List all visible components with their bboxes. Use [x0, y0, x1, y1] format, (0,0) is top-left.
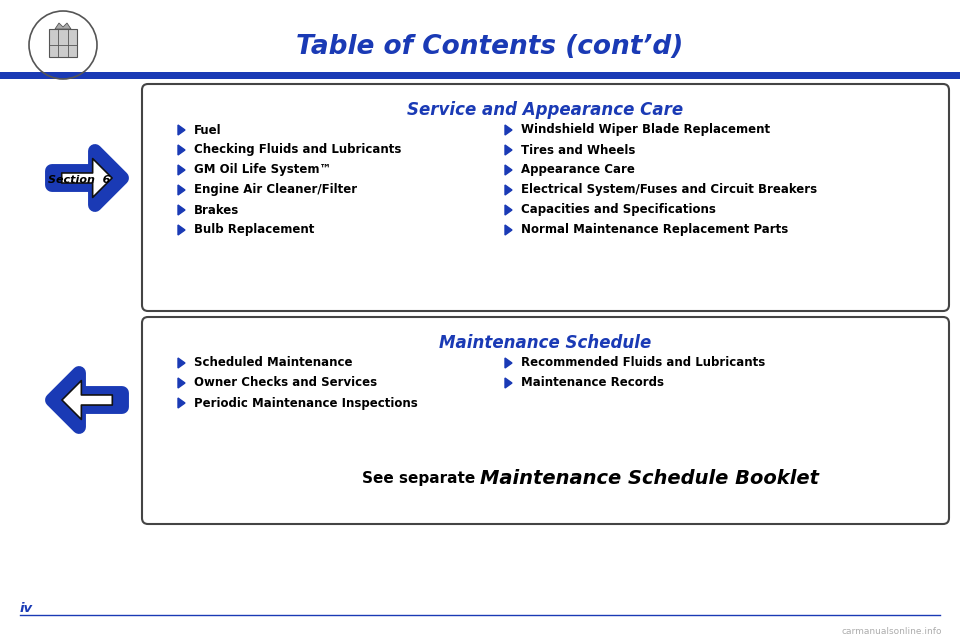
- Polygon shape: [178, 145, 185, 155]
- Text: Appearance Care: Appearance Care: [521, 163, 635, 176]
- Polygon shape: [505, 185, 512, 195]
- Text: Section  6: Section 6: [48, 175, 110, 185]
- Polygon shape: [178, 205, 185, 215]
- Text: Tires and Wheels: Tires and Wheels: [521, 144, 636, 156]
- Polygon shape: [505, 378, 512, 388]
- Text: Table of Contents (cont’d): Table of Contents (cont’d): [297, 34, 684, 60]
- Polygon shape: [505, 358, 512, 368]
- Text: Electrical System/Fuses and Circuit Breakers: Electrical System/Fuses and Circuit Brea…: [521, 183, 817, 197]
- Text: Periodic Maintenance Inspections: Periodic Maintenance Inspections: [194, 397, 418, 410]
- Polygon shape: [178, 185, 185, 195]
- Text: Maintenance Records: Maintenance Records: [521, 376, 664, 390]
- Polygon shape: [178, 125, 185, 135]
- Text: Brakes: Brakes: [194, 203, 239, 217]
- Text: Normal Maintenance Replacement Parts: Normal Maintenance Replacement Parts: [521, 224, 788, 237]
- Polygon shape: [505, 125, 512, 135]
- Polygon shape: [505, 225, 512, 235]
- Text: Bulb Replacement: Bulb Replacement: [194, 224, 314, 237]
- Text: GM Oil Life System™: GM Oil Life System™: [194, 163, 331, 176]
- FancyBboxPatch shape: [142, 84, 949, 311]
- Polygon shape: [505, 145, 512, 155]
- Text: Recommended Fluids and Lubricants: Recommended Fluids and Lubricants: [521, 356, 765, 369]
- Text: Capacities and Specifications: Capacities and Specifications: [521, 203, 716, 217]
- Text: carmanualsonline.info: carmanualsonline.info: [842, 627, 942, 636]
- Polygon shape: [52, 151, 122, 205]
- Polygon shape: [178, 398, 185, 408]
- Text: iv: iv: [20, 601, 34, 615]
- Text: Service and Appearance Care: Service and Appearance Care: [407, 101, 684, 119]
- Text: Checking Fluids and Lubricants: Checking Fluids and Lubricants: [194, 144, 401, 156]
- Polygon shape: [178, 378, 185, 388]
- Polygon shape: [505, 205, 512, 215]
- FancyBboxPatch shape: [49, 29, 77, 57]
- Polygon shape: [178, 358, 185, 368]
- Polygon shape: [178, 225, 185, 235]
- Text: Windshield Wiper Blade Replacement: Windshield Wiper Blade Replacement: [521, 124, 770, 137]
- Polygon shape: [178, 165, 185, 175]
- Text: Owner Checks and Services: Owner Checks and Services: [194, 376, 377, 390]
- Polygon shape: [61, 381, 112, 419]
- Text: Maintenance Schedule: Maintenance Schedule: [439, 334, 651, 352]
- Polygon shape: [52, 373, 122, 427]
- Polygon shape: [505, 165, 512, 175]
- Text: Fuel: Fuel: [194, 124, 222, 137]
- FancyBboxPatch shape: [142, 317, 949, 524]
- Text: Engine Air Cleaner/Filter: Engine Air Cleaner/Filter: [194, 183, 357, 197]
- Text: See separate: See separate: [362, 470, 480, 485]
- Text: Scheduled Maintenance: Scheduled Maintenance: [194, 356, 352, 369]
- Polygon shape: [55, 23, 71, 29]
- Text: Maintenance Schedule Booklet: Maintenance Schedule Booklet: [480, 469, 819, 488]
- Polygon shape: [61, 158, 112, 197]
- Bar: [0, 72, 960, 79]
